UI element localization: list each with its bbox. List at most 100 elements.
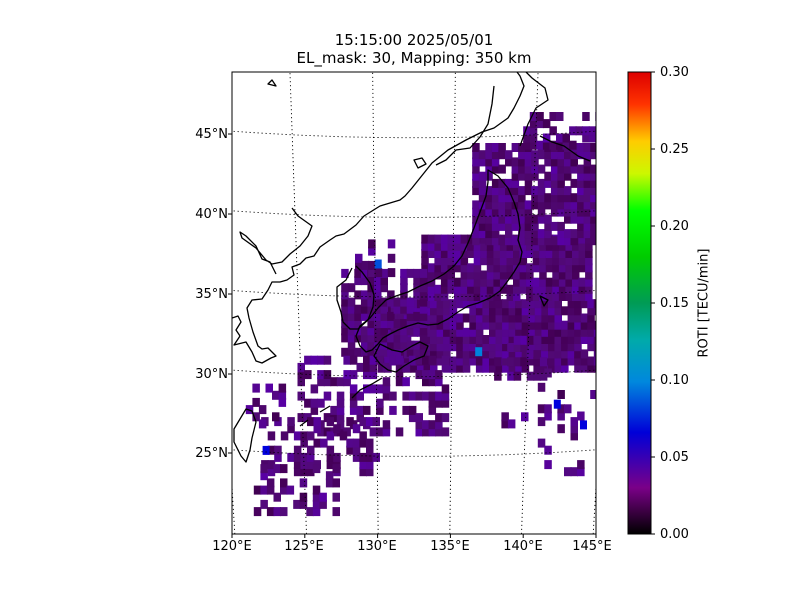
roti-cell: [280, 464, 288, 474]
roti-cell: [549, 112, 557, 121]
roti-cell: [266, 478, 275, 488]
roti-cell: [572, 284, 580, 294]
roti-cell: [400, 268, 408, 278]
roti-cell: [436, 327, 445, 337]
roti-cell: [347, 333, 356, 343]
roti-cell: [482, 306, 490, 316]
roti-cell: [528, 313, 536, 323]
roti-cell: [422, 370, 430, 380]
roti-cell: [585, 270, 593, 280]
roti-cell: [467, 263, 475, 273]
roti-cell: [323, 355, 332, 365]
roti-cell: [511, 178, 520, 188]
roti-cell: [505, 207, 513, 217]
roti-cell: [580, 313, 589, 323]
roti-cell: [505, 221, 513, 231]
roti-cell: [456, 320, 464, 330]
roti-cell: [491, 178, 500, 188]
roti-cell: [590, 164, 596, 174]
roti-cell: [521, 363, 530, 373]
roti-cell: [554, 299, 562, 309]
roti-cell-elevated: [262, 445, 270, 455]
roti-cell: [552, 270, 560, 280]
roti-cell: [436, 349, 445, 359]
roti-cell: [419, 276, 428, 286]
roti-cell: [449, 327, 458, 337]
roti-cell: [273, 464, 281, 474]
roti-cell: [528, 306, 536, 316]
roti-cell: [482, 335, 490, 344]
roti-cell: [443, 306, 451, 316]
roti-cell: [536, 140, 544, 150]
roti-cell: [299, 492, 308, 502]
roti-cell: [406, 304, 415, 314]
roti-cell: [511, 186, 520, 196]
roti-cell: [502, 349, 510, 359]
roti-cell: [440, 256, 449, 266]
roti-cell: [454, 249, 462, 258]
roti-cell: [478, 186, 487, 196]
roti-cell: [355, 253, 363, 263]
roti-cell: [539, 256, 547, 266]
meridian-125: [289, 72, 307, 534]
roti-cell: [440, 277, 449, 287]
roti-cell: [449, 356, 458, 366]
roti-cell: [312, 485, 321, 495]
roti-cell: [354, 276, 362, 286]
roti-cell: [524, 164, 533, 174]
roti-cell: [374, 297, 382, 307]
roti-cell: [537, 438, 546, 448]
roti-cell: [526, 249, 534, 258]
roti-cell: [567, 342, 576, 352]
roti-cell: [590, 193, 596, 203]
roti-cell: [278, 383, 287, 393]
roti-cell: [508, 313, 517, 323]
roti-cell: [518, 200, 526, 210]
roti-cell: [460, 234, 469, 244]
roti-cell: [395, 370, 404, 380]
roti-cell: [300, 460, 308, 470]
roti-cell: [578, 249, 586, 258]
roti-cell: [482, 320, 490, 330]
roti-cell: [323, 370, 332, 380]
roti-cell: [491, 207, 500, 217]
roti-cell: [557, 164, 565, 174]
roti-cell: [585, 292, 593, 301]
roti-cell: [590, 236, 596, 246]
roti-cell: [354, 319, 362, 329]
roti-cell: [511, 221, 520, 231]
roti-cell: [590, 186, 596, 196]
parallel-45: [232, 130, 596, 139]
roti-cell: [293, 452, 302, 462]
roti-cell: [310, 405, 319, 415]
roti-cell: [545, 241, 554, 251]
roti-cell: [577, 178, 585, 188]
roti-cell: [297, 370, 305, 380]
roti-cell: [550, 171, 559, 181]
roti-cell: [402, 391, 410, 401]
roti-cell: [406, 319, 415, 329]
roti-cell: [363, 370, 371, 380]
roti-cell: [480, 284, 488, 294]
roti-cell: [528, 342, 536, 352]
roti-cell: [531, 171, 539, 181]
roti-cell: [280, 485, 288, 495]
roti-cell: [287, 424, 295, 434]
roti-cell: [570, 193, 578, 203]
roti-cell: [332, 507, 340, 517]
roti-cell: [558, 241, 567, 251]
roti-cell: [494, 371, 502, 381]
roti-cell: [274, 417, 282, 427]
roti-cell: [519, 256, 528, 266]
roti-cell: [376, 427, 384, 437]
roti-cell: [341, 304, 349, 314]
roti-cell: [489, 299, 497, 309]
roti-cell: [564, 157, 572, 167]
roti-cell: [460, 249, 469, 258]
roti-cell: [430, 299, 438, 309]
roti-cell: [534, 320, 543, 330]
roti-cell: [537, 150, 546, 160]
roti-cell: [478, 178, 487, 188]
roti-cell: [374, 311, 382, 321]
roti-cell: [352, 452, 361, 462]
